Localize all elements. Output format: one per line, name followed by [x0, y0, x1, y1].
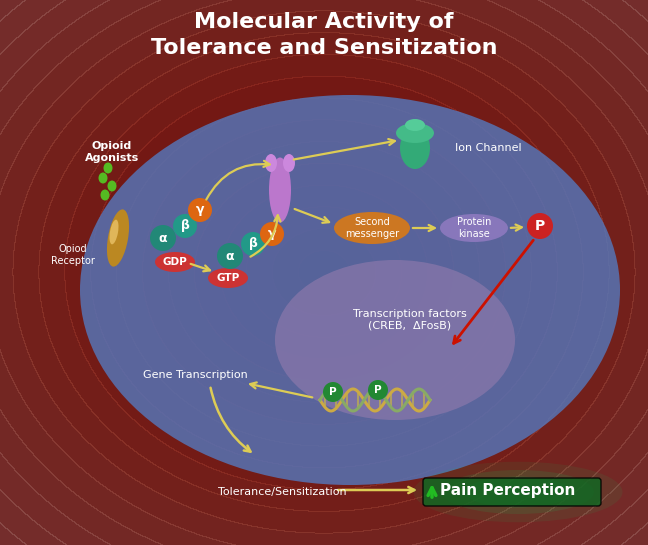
- Text: P: P: [329, 387, 337, 397]
- Ellipse shape: [110, 220, 119, 244]
- Ellipse shape: [104, 162, 113, 173]
- Ellipse shape: [80, 95, 620, 485]
- Ellipse shape: [217, 243, 243, 269]
- Ellipse shape: [108, 180, 117, 191]
- Ellipse shape: [208, 268, 248, 288]
- Ellipse shape: [155, 252, 195, 272]
- Ellipse shape: [275, 260, 515, 420]
- Text: α: α: [226, 250, 235, 263]
- Text: β: β: [249, 238, 257, 251]
- Text: Transcription factors
(CREB,  ΔFosB): Transcription factors (CREB, ΔFosB): [353, 309, 467, 331]
- Ellipse shape: [265, 154, 277, 172]
- Ellipse shape: [413, 462, 623, 522]
- Ellipse shape: [527, 213, 553, 239]
- FancyBboxPatch shape: [423, 478, 601, 506]
- Ellipse shape: [440, 214, 508, 242]
- Text: γ: γ: [268, 227, 276, 240]
- Text: Molecular Activity of: Molecular Activity of: [194, 12, 454, 32]
- Ellipse shape: [396, 123, 434, 143]
- Ellipse shape: [98, 173, 108, 184]
- Ellipse shape: [400, 127, 430, 169]
- Text: Ion Channel: Ion Channel: [455, 143, 522, 153]
- Text: β: β: [181, 220, 189, 233]
- Text: Pain Perception: Pain Perception: [440, 483, 575, 499]
- Ellipse shape: [334, 212, 410, 244]
- Text: Tolerance and Sensitization: Tolerance and Sensitization: [151, 38, 497, 58]
- Text: Tolerance/Sensitization: Tolerance/Sensitization: [218, 487, 346, 497]
- Text: Gene Transcription: Gene Transcription: [143, 370, 248, 380]
- Text: P: P: [535, 219, 545, 233]
- Ellipse shape: [150, 225, 176, 251]
- Ellipse shape: [323, 382, 343, 402]
- Text: γ: γ: [196, 203, 204, 216]
- Ellipse shape: [465, 476, 571, 507]
- Text: Protein
kinase: Protein kinase: [457, 217, 491, 239]
- Text: Second
messenger: Second messenger: [345, 217, 399, 239]
- Text: Opioid
Agonists: Opioid Agonists: [85, 141, 139, 163]
- Ellipse shape: [269, 158, 291, 222]
- Ellipse shape: [100, 190, 110, 201]
- Ellipse shape: [241, 232, 265, 256]
- Ellipse shape: [188, 198, 212, 222]
- Ellipse shape: [107, 209, 129, 267]
- Ellipse shape: [173, 214, 197, 238]
- Ellipse shape: [405, 119, 425, 131]
- Text: GDP: GDP: [163, 257, 187, 267]
- Text: α: α: [159, 232, 167, 245]
- Ellipse shape: [442, 470, 594, 514]
- Ellipse shape: [368, 380, 388, 400]
- Text: P: P: [374, 385, 382, 395]
- Ellipse shape: [283, 154, 295, 172]
- Text: GTP: GTP: [216, 273, 240, 283]
- Ellipse shape: [260, 222, 284, 246]
- Text: Opiod
Receptor: Opiod Receptor: [51, 244, 95, 266]
